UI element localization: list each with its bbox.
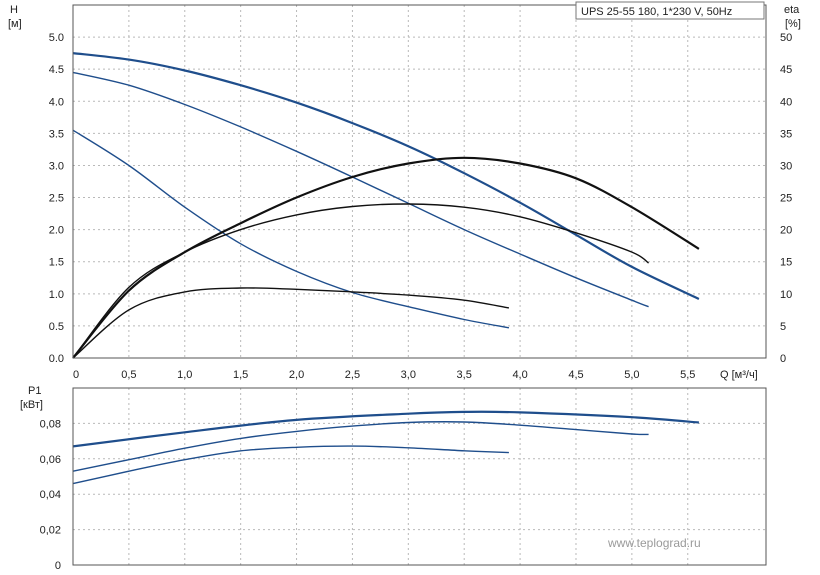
- x-axis-label: Q [м³/ч]: [720, 369, 758, 381]
- x-tick-label: 1,5: [233, 369, 248, 381]
- y2-axis-label-symbol: eta: [784, 4, 800, 16]
- y-tick-label: 5.0: [49, 32, 64, 44]
- y2-tick-label: 0: [780, 353, 786, 365]
- y-tick-label: 0.5: [49, 321, 64, 333]
- efficiency-curve-2: [72, 203, 650, 359]
- power-plot-frame: [72, 387, 767, 566]
- power-tick-label: 0,08: [40, 418, 61, 430]
- y2-tick-label: 5: [780, 321, 786, 333]
- y2-tick-label: 15: [780, 257, 792, 269]
- x-tick-label: 4,0: [512, 369, 527, 381]
- y2-tick-label: 45: [780, 64, 792, 76]
- power-axis-label-symbol: P1: [28, 385, 41, 397]
- power-plot-tick-labels: 0 0,02 0,04 0,06 0,08: [40, 418, 61, 572]
- y2-tick-label: 40: [780, 96, 792, 108]
- head-curve-3: [72, 129, 510, 329]
- x-tick-label: 1,0: [177, 369, 192, 381]
- head-curve-2: [72, 71, 649, 308]
- efficiency-curve-3: [72, 287, 510, 359]
- y-tick-label: 4.0: [49, 96, 64, 108]
- power-tick-label: 0,02: [40, 525, 61, 537]
- y-tick-label: 0.0: [49, 353, 64, 365]
- x-tick-label: 3,0: [401, 369, 416, 381]
- power-plot-curves: [72, 410, 699, 485]
- power-tick-label: 0,04: [40, 489, 61, 501]
- x-tick-label: 0: [73, 369, 79, 381]
- x-tick-label: 2,0: [289, 369, 304, 381]
- y-tick-label: 2.5: [49, 193, 64, 205]
- x-tick-label: 0,5: [121, 369, 136, 381]
- chart-title: UPS 25-55 180, 1*230 V, 50Hz: [581, 6, 732, 18]
- x-tick-label: 5,0: [624, 369, 639, 381]
- y-tick-label: 2.0: [49, 225, 64, 237]
- y-tick-label: 4.5: [49, 64, 64, 76]
- legend-box: [575, 1, 765, 20]
- power-tick-label: 0: [55, 560, 61, 572]
- y2-tick-label: 50: [780, 32, 792, 44]
- efficiency-curve-1: [72, 156, 700, 359]
- main-plot-grid: [73, 5, 766, 358]
- power-curve-3: [72, 445, 509, 485]
- y2-tick-label: 20: [780, 225, 792, 237]
- y-tick-label: 3.0: [49, 160, 64, 172]
- y2-tick-label: 25: [780, 193, 792, 205]
- x-tick-label: 4,5: [568, 369, 583, 381]
- y2-tick-label: 10: [780, 289, 792, 301]
- main-plot-frame: [72, 4, 767, 359]
- power-curve-1: [72, 410, 699, 448]
- y-tick-label: 1.0: [49, 289, 64, 301]
- power-curve-2: [72, 421, 649, 472]
- head-curve-1: [72, 52, 700, 300]
- y2-tick-label: 35: [780, 128, 792, 140]
- y-axis-label-symbol: H: [10, 4, 18, 16]
- y-tick-label: 1.5: [49, 257, 64, 269]
- main-plot-tick-labels: 0 0,5 1,0 1,5 2,0 2,5 3,0 3,5 4,0 4,5 5,0 5,5 0.0 0.5…: [49, 32, 793, 381]
- watermark: www.teplograd.ru: [607, 536, 701, 550]
- y-tick-label: 3.5: [49, 128, 64, 140]
- y2-axis-label-unit: [%]: [785, 18, 801, 30]
- x-tick-label: 3,5: [457, 369, 472, 381]
- main-plot-curves: [72, 52, 700, 359]
- power-axis-label-unit: [кВт]: [20, 399, 43, 411]
- x-tick-label: 5,5: [680, 369, 695, 381]
- power-tick-label: 0,06: [40, 454, 61, 466]
- y-axis-label-unit: [м]: [8, 18, 22, 30]
- x-tick-label: 2,5: [345, 369, 360, 381]
- y2-tick-label: 30: [780, 160, 792, 172]
